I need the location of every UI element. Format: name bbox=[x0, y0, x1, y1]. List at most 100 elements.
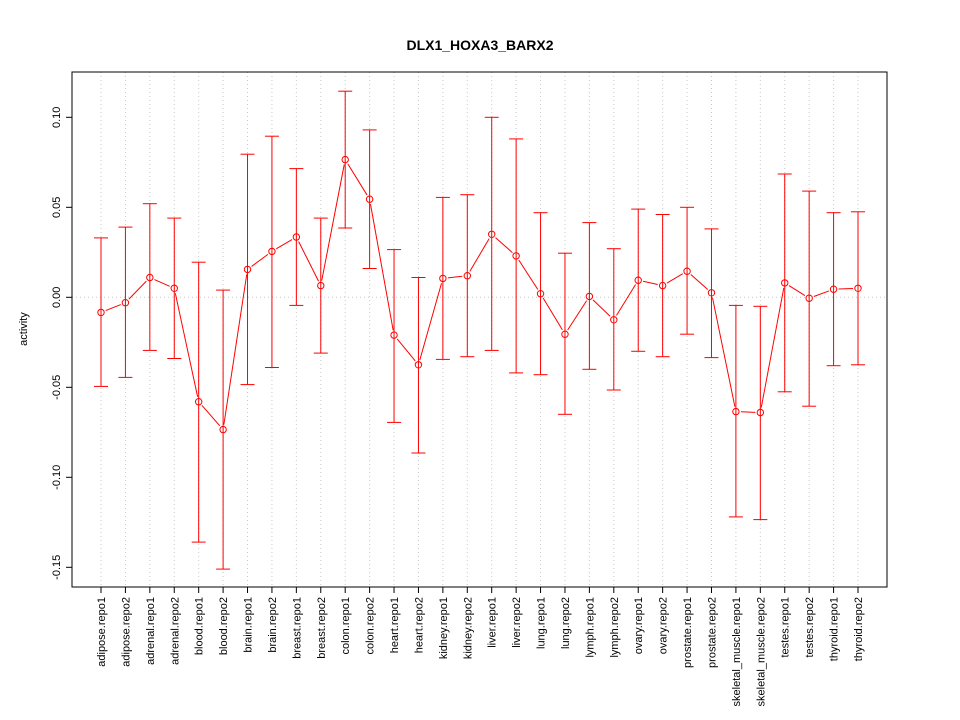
series-line-segment bbox=[567, 300, 588, 331]
series-line-segment bbox=[838, 287, 854, 290]
y-tick-label: -0.15 bbox=[51, 555, 63, 580]
data-point bbox=[561, 330, 569, 338]
series-line-segment bbox=[616, 284, 637, 316]
x-tick-label: liver.repo2 bbox=[511, 597, 523, 648]
data-point bbox=[390, 331, 398, 339]
x-tick-label: prostate.repo1 bbox=[682, 597, 694, 668]
data-point bbox=[585, 292, 594, 301]
x-tick-label: heart.repo1 bbox=[389, 597, 401, 653]
series-line-segment bbox=[642, 280, 658, 286]
series-line-segment bbox=[712, 297, 736, 407]
series-line-segment bbox=[592, 299, 611, 317]
grid bbox=[72, 72, 887, 587]
series-line-segment bbox=[760, 287, 785, 408]
x-tick-label: kidney.repo1 bbox=[438, 597, 450, 659]
y-tick-label: -0.05 bbox=[51, 375, 63, 400]
data-point bbox=[463, 272, 471, 280]
data-point bbox=[732, 407, 740, 416]
data-point bbox=[439, 274, 447, 283]
data-point bbox=[97, 308, 105, 317]
x-tick-label: ovary.repo1 bbox=[633, 597, 645, 654]
data-point bbox=[634, 276, 642, 284]
data-point bbox=[683, 267, 691, 275]
x-tick-label: colon.repo1 bbox=[340, 597, 352, 655]
x-tick-label: lung.repo2 bbox=[560, 597, 572, 649]
x-tick-label: adrenal.repo1 bbox=[145, 597, 157, 665]
data-point bbox=[805, 294, 813, 302]
y-tick-label: 0.00 bbox=[51, 287, 63, 308]
series-line-segment bbox=[542, 297, 563, 331]
data-point bbox=[341, 155, 349, 164]
data-point bbox=[292, 233, 301, 241]
y-axis: -0.15 -0.10 -0.05 0.00 0.05 0.10 bbox=[51, 107, 72, 580]
y-tick-label: 0.10 bbox=[51, 107, 63, 128]
x-tick-label: adrenal.repo2 bbox=[169, 597, 181, 665]
x-tick-label: brain.repo1 bbox=[243, 597, 255, 653]
data-point bbox=[317, 281, 325, 290]
series-line-segment bbox=[419, 283, 442, 361]
data-point bbox=[854, 284, 862, 292]
data-point bbox=[219, 425, 227, 434]
data-point bbox=[781, 279, 789, 287]
series-line-segment bbox=[105, 304, 121, 312]
chart-title: DLX1_HOXA3_BARX2 bbox=[406, 37, 553, 53]
series-line-segment bbox=[298, 241, 319, 282]
plot-frame bbox=[71, 71, 888, 588]
x-tick-label: testes.repo2 bbox=[804, 597, 816, 658]
x-tick-label: breast.repo2 bbox=[316, 597, 328, 659]
series-line-segment bbox=[347, 163, 368, 196]
x-tick-label: prostate.repo2 bbox=[706, 597, 718, 668]
series-line-segment bbox=[518, 259, 539, 290]
x-tick-label: colon.repo2 bbox=[365, 597, 377, 655]
x-tick-label: brain.repo2 bbox=[267, 597, 279, 653]
series-line-segment bbox=[251, 253, 269, 267]
data-point bbox=[414, 361, 423, 369]
series bbox=[94, 90, 865, 570]
x-tick-label: blood.repo1 bbox=[194, 597, 206, 655]
data-point bbox=[512, 252, 520, 260]
series-line-segment bbox=[396, 338, 416, 362]
data-point bbox=[146, 273, 154, 282]
x-tick-label: lymph.repo1 bbox=[584, 597, 596, 658]
series-line-segment bbox=[813, 290, 830, 297]
series-line-segment bbox=[788, 285, 806, 296]
x-tick-label: lymph.repo2 bbox=[609, 597, 621, 658]
series-line-segment bbox=[275, 239, 293, 250]
series-line-segment bbox=[201, 405, 221, 427]
series-line-segment bbox=[370, 204, 394, 331]
x-tick-label: kidney.repo2 bbox=[462, 597, 474, 659]
series-line-segment bbox=[223, 274, 248, 425]
x-tick-label: skeletal_muscle.repo1 bbox=[731, 597, 743, 706]
x-tick-label: adipose.repo1 bbox=[96, 597, 108, 667]
x-axis: adipose.repo1 adipose.repo2 adrenal.repo1 a… bbox=[96, 587, 865, 706]
x-tick-label: ovary.repo2 bbox=[658, 597, 670, 654]
data-point bbox=[610, 316, 618, 324]
x-tick-label: lung.repo1 bbox=[536, 597, 548, 649]
x-tick-label: skeletal_muscle.repo2 bbox=[755, 597, 767, 706]
series-line-segment bbox=[321, 164, 345, 281]
x-tick-label: heart.repo2 bbox=[413, 597, 425, 653]
series-line-segment bbox=[666, 273, 684, 284]
series-line-segment bbox=[128, 280, 147, 300]
x-tick-label: testes.repo1 bbox=[780, 597, 792, 658]
data-point bbox=[658, 281, 667, 290]
series-line-segment bbox=[154, 279, 170, 287]
data-point bbox=[268, 247, 276, 256]
series-line-segment bbox=[690, 274, 709, 290]
data-point bbox=[243, 265, 252, 274]
series-line-segment bbox=[469, 238, 490, 272]
x-tick-label: thyroid.repo1 bbox=[829, 597, 841, 661]
data-point bbox=[121, 299, 130, 307]
x-tick-label: blood.repo2 bbox=[218, 597, 230, 655]
series-line-segment bbox=[447, 275, 463, 279]
series-line-segment bbox=[740, 411, 756, 413]
y-tick-label: 0.05 bbox=[51, 197, 63, 218]
data-point bbox=[488, 230, 496, 239]
data-point bbox=[170, 284, 178, 292]
y-axis-label: activity bbox=[18, 312, 30, 346]
series-line-segment bbox=[174, 293, 199, 397]
data-point bbox=[365, 195, 374, 203]
data-point bbox=[707, 289, 716, 297]
x-tick-label: adipose.repo2 bbox=[120, 597, 132, 667]
